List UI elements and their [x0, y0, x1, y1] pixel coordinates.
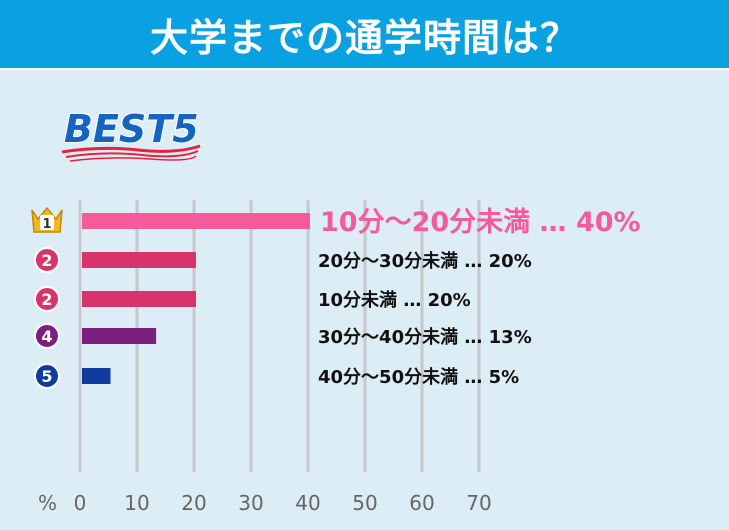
crown-icon: 1 [31, 206, 63, 233]
rank-icons: 1 2 2 4 5 [31, 206, 63, 389]
best5-badge: BEST5 [60, 102, 210, 168]
bar-label: 10分～20分未満 … 40% [320, 207, 641, 238]
best5-underline-1 [61, 144, 201, 154]
ellipsis: … [458, 327, 489, 348]
title-banner: 大学までの通学時間は？ [0, 0, 729, 70]
rank-badge-icon: 2 [34, 247, 60, 273]
bars [82, 213, 310, 384]
ellipsis: … [458, 367, 489, 388]
category-label: 10分未満 [318, 289, 397, 311]
bar-label: 20分～30分未満 … 20% [318, 250, 532, 272]
best5-underline-3 [69, 155, 197, 162]
bar [82, 213, 310, 229]
ellipsis: … [458, 251, 489, 272]
ellipsis: … [397, 290, 428, 311]
ellipsis: … [530, 207, 576, 238]
category-label: 30分～40分未満 [318, 326, 458, 348]
bar [82, 252, 196, 268]
best5-text: BEST5 [64, 107, 199, 151]
page-title: 大学までの通学時間は？ [149, 15, 579, 60]
bar-label: 40分～50分未満 … 5% [318, 366, 519, 388]
bar [82, 368, 111, 384]
x-tick-label: 70 [466, 491, 491, 515]
bar [82, 291, 196, 307]
value-label: 20% [489, 251, 532, 272]
rank-badge-icon: 5 [34, 363, 60, 389]
rank-badge-icon: 2 [34, 286, 60, 312]
category-label: 40分～50分未満 [318, 366, 458, 388]
bar-label: 10分未満 … 20% [318, 289, 471, 311]
rank-number: 5 [41, 367, 52, 386]
x-tick-label: 50 [352, 491, 377, 515]
bar-label: 30分～40分未満 … 13% [318, 326, 532, 348]
value-label: 5% [489, 367, 520, 388]
bar-labels: 10分～20分未満 … 40%20分～30分未満 … 20%10分未満 … 20… [318, 207, 641, 388]
best5-logo: BEST5 [61, 106, 201, 162]
rank-number: 2 [41, 290, 52, 309]
value-label: 40% [576, 207, 641, 238]
x-tick-label: 30 [238, 491, 263, 515]
x-tick-label: 60 [409, 491, 434, 515]
x-axis: % 0 10 20 30 40 50 60 70 [38, 491, 492, 515]
category-label: 20分～30分未満 [318, 250, 458, 272]
x-axis-unit: % [38, 491, 57, 515]
rank-badge-icon: 4 [34, 323, 60, 349]
value-label: 20% [428, 290, 471, 311]
best5-underline-2 [65, 150, 199, 158]
x-tick-label: 40 [295, 491, 320, 515]
x-tick-label: 10 [124, 491, 149, 515]
rank-number: 2 [41, 251, 52, 270]
grid-lines [78, 200, 481, 472]
rank-number: 1 [42, 217, 51, 232]
value-label: 13% [489, 327, 532, 348]
rank-number: 4 [41, 327, 52, 346]
category-label: 10分～20分未満 [320, 207, 530, 238]
bar [82, 328, 157, 344]
x-tick-label: 20 [181, 491, 206, 515]
x-tick-label: 0 [74, 491, 87, 515]
